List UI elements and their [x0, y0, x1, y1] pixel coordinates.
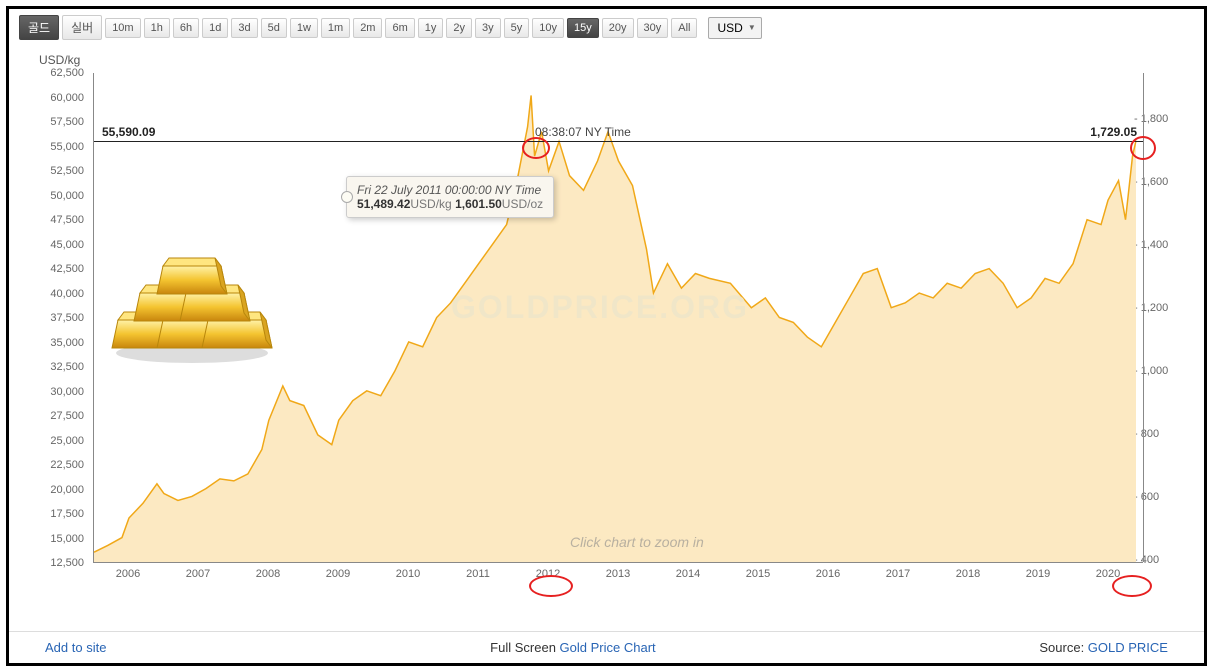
currency-select[interactable]: USD: [708, 17, 761, 39]
period-10y[interactable]: 10y: [532, 18, 564, 38]
add-to-site-link[interactable]: Add to site: [45, 640, 106, 655]
price-tooltip: Fri 22 July 2011 00:00:00 NY Time 51,489…: [346, 176, 554, 218]
y-left-tick: 20,000: [50, 484, 84, 496]
x-tick: 2015: [746, 568, 770, 580]
x-tick: 2012: [536, 568, 560, 580]
period-1m[interactable]: 1m: [321, 18, 350, 38]
x-tick: 2013: [606, 568, 630, 580]
y-left-tick: 62,500: [50, 67, 84, 79]
chart-area: USD/kg 62,500 60,000 57,500 55,000 52,500 50,…: [39, 53, 1179, 613]
y-left-tick: 27,500: [50, 410, 84, 422]
source-link[interactable]: GOLD PRICE: [1088, 640, 1168, 655]
y-left-tick: 17,500: [50, 508, 84, 520]
fullscreen-label: Full Screen Gold Price Chart: [490, 640, 655, 655]
y-left-tick: 52,500: [50, 165, 84, 177]
y-left-tick: 57,500: [50, 116, 84, 128]
y-left-tick: 47,500: [50, 214, 84, 226]
y-left-tick: 32,500: [50, 361, 84, 373]
tooltip-value-kg: 51,489.42: [357, 197, 410, 211]
y-left-ticks: 62,50060,00057,50055,00052,50050,00047,5…: [39, 73, 89, 563]
toolbar: 골드 실버 10m1h6h1d3d5d1w1m2m6m1y2y3y5y10y15…: [9, 9, 1204, 46]
y-left-tick: 37,500: [50, 312, 84, 324]
tooltip-date: Fri 22 July 2011 00:00:00 NY Time: [357, 183, 543, 197]
y-axis-left-label: USD/kg: [39, 53, 80, 67]
y-left-tick: 22,500: [50, 459, 84, 471]
period-15y[interactable]: 15y: [567, 18, 599, 38]
period-1w[interactable]: 1w: [290, 18, 318, 38]
x-tick: 2009: [326, 568, 350, 580]
period-3y[interactable]: 3y: [475, 18, 501, 38]
fullscreen-link[interactable]: Gold Price Chart: [560, 640, 656, 655]
x-ticks: 2006 2007 2008 2009 2010 2011 2012 2013 2014 2015…: [93, 568, 1143, 588]
period-All[interactable]: All: [671, 18, 697, 38]
x-tick: 2011: [466, 568, 490, 580]
period-3d[interactable]: 3d: [231, 18, 257, 38]
period-10m[interactable]: 10m: [105, 18, 140, 38]
period-1y[interactable]: 1y: [418, 18, 444, 38]
plot-area[interactable]: GOLDPRICE.ORG Click chart to zoom in 55,…: [93, 73, 1143, 563]
tab-gold[interactable]: 골드: [19, 15, 59, 40]
y-left-tick: 35,000: [50, 337, 84, 349]
chart-frame: 골드 실버 10m1h6h1d3d5d1w1m2m6m1y2y3y5y10y15…: [6, 6, 1207, 666]
zoom-hint: Click chart to zoom in: [570, 534, 704, 550]
period-1h[interactable]: 1h: [144, 18, 170, 38]
y-left-tick: 45,000: [50, 239, 84, 251]
y-left-tick: 25,000: [50, 435, 84, 447]
x-tick: 2014: [676, 568, 700, 580]
x-tick: 2008: [256, 568, 280, 580]
period-1d[interactable]: 1d: [202, 18, 228, 38]
x-tick: 2019: [1026, 568, 1050, 580]
tooltip-value-oz: 1,601.50: [455, 197, 502, 211]
gold-bars-icon: [102, 235, 282, 365]
current-price-oz-label: 1,729.05: [1090, 125, 1137, 139]
y-left-tick: 12,500: [50, 557, 84, 569]
period-5d[interactable]: 5d: [261, 18, 287, 38]
y-left-tick: 42,500: [50, 263, 84, 275]
x-tick: 2007: [186, 568, 210, 580]
period-30y[interactable]: 30y: [637, 18, 669, 38]
source-label: Source: GOLD PRICE: [1039, 640, 1168, 655]
y-left-tick: 30,000: [50, 386, 84, 398]
current-price-line: [94, 141, 1143, 142]
period-6h[interactable]: 6h: [173, 18, 199, 38]
period-2y[interactable]: 2y: [446, 18, 472, 38]
x-tick: 2017: [886, 568, 910, 580]
period-2m[interactable]: 2m: [353, 18, 382, 38]
y-left-tick: 50,000: [50, 190, 84, 202]
x-tick: 2020: [1096, 568, 1120, 580]
y-left-tick: 55,000: [50, 141, 84, 153]
current-time-label: 08:38:07 NY Time: [535, 125, 631, 139]
y-left-tick: 40,000: [50, 288, 84, 300]
current-price-kg-label: 55,590.09: [102, 125, 155, 139]
y-left-tick: 60,000: [50, 92, 84, 104]
period-20y[interactable]: 20y: [602, 18, 634, 38]
y-left-tick: 15,000: [50, 533, 84, 545]
x-tick: 2018: [956, 568, 980, 580]
x-tick: 2016: [816, 568, 840, 580]
period-5y[interactable]: 5y: [504, 18, 530, 38]
tab-silver[interactable]: 실버: [62, 15, 102, 40]
x-tick: 2010: [396, 568, 420, 580]
period-6m[interactable]: 6m: [385, 18, 414, 38]
x-tick: 2006: [116, 568, 140, 580]
footer: Add to site Full Screen Gold Price Chart…: [9, 631, 1204, 655]
